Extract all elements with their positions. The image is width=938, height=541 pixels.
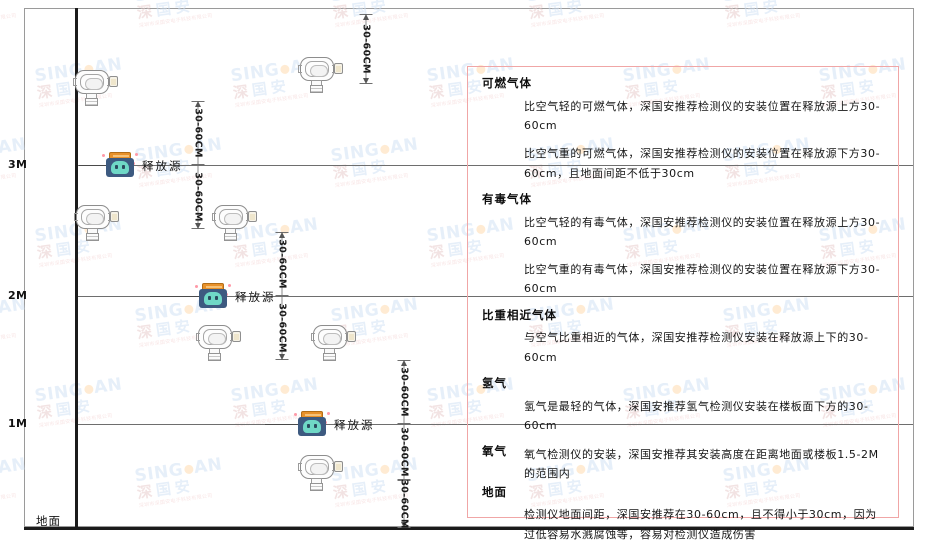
guideline-section-title: 氢气 <box>482 375 507 390</box>
dimension-label: 30-60CM <box>398 479 410 529</box>
gas-detector-icon <box>298 57 344 93</box>
gas-detector-icon <box>196 325 242 361</box>
guideline-section: 可燃气体比空气轻的可燃气体，深国安推荐检测仪的安装位置在释放源上方30-60cm… <box>482 76 884 183</box>
guideline-paragraph: 比空气轻的可燃气体，深国安推荐检测仪的安装位置在释放源上方30-60cm <box>524 99 881 133</box>
gas-detector-icon <box>298 455 344 491</box>
guideline-section-body: 比空气轻的可燃气体，深国安推荐检测仪的安装位置在释放源上方30-60cm 比空气重… <box>524 97 884 183</box>
release-source-label-1m: 释放源 <box>334 418 375 432</box>
guideline-section-title: 氧气 <box>482 444 507 459</box>
dimension-label: 30-60CM <box>276 303 288 353</box>
dimension-label: 30-60CM <box>398 427 410 477</box>
release-source-icon <box>102 152 138 178</box>
release-source-icon <box>195 283 231 309</box>
guideline-paragraph: 比空气重的可燃气体，深国安推荐检测仪的安装位置在释放源下方30-60cm，且地面… <box>524 147 881 180</box>
dimension-3m-above: 30-60CM <box>190 101 206 165</box>
release-source-icon <box>294 411 330 437</box>
dimension-3m-below: 30-60CM <box>190 165 206 229</box>
level-label-1m: 1M <box>8 417 28 430</box>
guideline-section-title: 可燃气体 <box>482 76 532 90</box>
gas-detector-icon <box>74 205 120 241</box>
source-leader-line-3m <box>79 165 107 166</box>
guideline-section: 氢气氢气是最轻的气体，深国安推荐氢气检测仪安装在楼板面下方的30-60cm <box>482 375 884 436</box>
guidelines-panel: 可燃气体比空气轻的可燃气体，深国安推荐检测仪的安装位置在释放源上方30-60cm… <box>467 66 899 541</box>
gas-detector-icon <box>311 325 357 361</box>
dimension-label: 30-60CM <box>192 108 204 158</box>
ground-axis <box>24 527 914 530</box>
guideline-section-body: 与空气比重相近的气体，深国安推荐检测仪安装在释放源上下的30-60cm <box>524 328 884 367</box>
guideline-section-body: 比空气轻的有毒气体，深国安推荐检测仪的安装位置在释放源上方30-60cm 比空气重… <box>524 213 884 299</box>
guideline-paragraph: 检测仪地面间距，深国安推荐在30-60cm，且不得小于30cm，因为过低容易水溅… <box>524 508 877 541</box>
release-source-label-3m: 释放源 <box>142 159 183 173</box>
level-line-2m <box>75 296 913 297</box>
dimension-label: 30-60CM <box>192 172 204 222</box>
guideline-paragraph: 比空气重的有毒气体，深国安推荐检测仪的安装位置在释放源下方30-60cm <box>524 263 881 296</box>
guideline-section: 氧气 氧气检测仪的安装，深国安推荐其安装高度在距离地面或楼板1.5-2M的范围内 <box>482 444 884 484</box>
level-label-2m: 2M <box>8 289 28 302</box>
guideline-paragraph: 比空气轻的有毒气体，深国安推荐检测仪的安装位置在释放源上方30-60cm <box>524 215 881 248</box>
guideline-section: 有毒气体比空气轻的有毒气体，深国安推荐检测仪的安装位置在释放源上方30-60cm… <box>482 191 884 299</box>
dimension-label: 30-60CM <box>276 239 288 289</box>
level-line-3m <box>75 165 913 166</box>
ground-label: 地面 <box>36 514 61 528</box>
source-leader-line-1m <box>265 424 299 425</box>
guideline-section-body: 检测仪地面间距，深国安推荐在30-60cm，且不得小于30cm，因为过低容易水溅… <box>524 505 884 541</box>
vertical-axis <box>75 8 78 527</box>
source-leader-line-2m <box>150 296 200 297</box>
guideline-section-title: 比重相近气体 <box>482 307 557 322</box>
guideline-section-body: 氧气检测仪的安装，深国安推荐其安装高度在距离地面或楼板1.5-2M的范围内 <box>524 445 884 484</box>
dimension-label: 30-60CM <box>360 24 372 74</box>
dimension-1m-above: 30-60CM <box>396 360 412 424</box>
dimension-label: 30-60CM <box>398 367 410 417</box>
guideline-section-title: 有毒气体 <box>482 191 532 206</box>
dimension-top: 30-60CM <box>358 14 374 84</box>
guideline-section: 比重相近气体与空气比重相近的气体，深国安推荐检测仪安装在释放源上下的30-60c… <box>482 307 884 367</box>
guideline-paragraph: 氢气是最轻的气体，深国安推荐氢气检测仪安装在楼板面下方的30-60cm <box>524 399 869 432</box>
gas-detector-icon <box>73 70 119 106</box>
guideline-section-body: 氢气是最轻的气体，深国安推荐氢气检测仪安装在楼板面下方的30-60cm <box>524 397 884 436</box>
level-line-1m <box>75 424 913 425</box>
guideline-section-title: 地面 <box>482 484 507 499</box>
guideline-paragraph: 氧气检测仪的安装，深国安推荐其安装高度在距离地面或楼板1.5-2M的范围内 <box>524 448 879 481</box>
release-source-label-2m: 释放源 <box>235 290 276 304</box>
level-label-3m: 3M <box>8 158 28 171</box>
guideline-section: 地面检测仪地面间距，深国安推荐在30-60cm，且不得小于30cm，因为过低容易… <box>482 484 884 541</box>
dimension-2m-above: 30-60CM <box>274 232 290 296</box>
guideline-paragraph: 与空气比重相近的气体，深国安推荐检测仪安装在释放源上下的30-60cm <box>524 331 869 364</box>
gas-detector-icon <box>212 205 258 241</box>
drawing-frame <box>24 8 914 527</box>
dimension-1m-below: 30-60CM <box>396 424 412 480</box>
dimension-ground: 30-60CM <box>396 479 412 529</box>
dimension-2m-below: 30-60CM <box>274 296 290 360</box>
